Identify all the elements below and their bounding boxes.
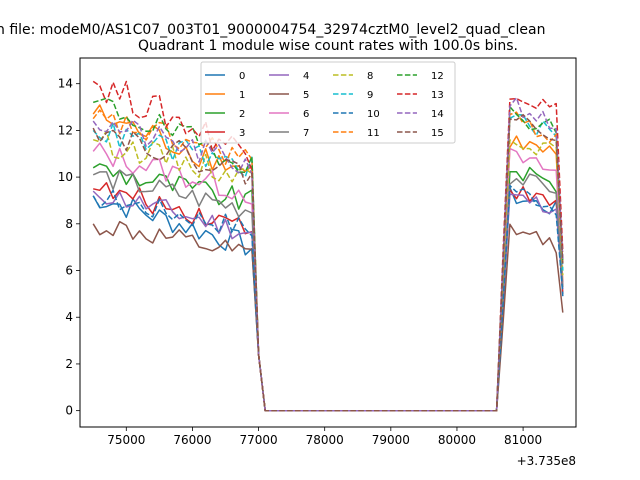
x-offset-label: +3.735e8 xyxy=(517,454,576,468)
legend-label-12: 12 xyxy=(431,71,444,82)
legend-label-10: 10 xyxy=(367,109,380,120)
y-tick-label: 14 xyxy=(58,77,73,91)
legend-label-7: 7 xyxy=(303,128,309,139)
figure-suptitle: n file: modeM0/AS1C07_003T01_9000004754_… xyxy=(0,22,545,38)
legend-label-2: 2 xyxy=(239,109,245,120)
series-line-8 xyxy=(92,130,564,412)
series-line-7 xyxy=(92,169,564,412)
legend-label-13: 13 xyxy=(431,90,444,101)
x-tick-label: 75000 xyxy=(107,433,145,447)
legend-label-3: 3 xyxy=(239,128,245,139)
y-tick-label: 10 xyxy=(58,170,73,184)
y-axis-ticks: 0 2 4 6 8 10 12 14 xyxy=(58,77,80,418)
x-tick-label: 78000 xyxy=(306,433,344,447)
legend-label-0: 0 xyxy=(239,71,245,82)
series-line-12 xyxy=(92,97,564,412)
x-tick-label: 81000 xyxy=(504,433,542,447)
plot-area: 75000 76000 77000 78000 79000 80000 81000 0 2 4 6… xyxy=(58,57,577,468)
chart-title: Quadrant 1 module wise count rates with … xyxy=(138,38,518,54)
series-line-5 xyxy=(92,220,564,412)
y-tick-label: 2 xyxy=(65,357,73,371)
axes-frame xyxy=(79,57,577,428)
y-tick-label: 6 xyxy=(65,264,73,278)
x-tick-label: 76000 xyxy=(173,433,211,447)
y-tick-label: 0 xyxy=(65,404,73,418)
y-tick-label: 8 xyxy=(65,217,73,231)
legend-label-9: 9 xyxy=(367,90,373,101)
x-tick-label: 79000 xyxy=(372,433,410,447)
legend-label-8: 8 xyxy=(367,71,373,82)
series-line-6 xyxy=(92,142,564,412)
legend-label-1: 1 xyxy=(239,90,245,101)
series-line-4 xyxy=(92,190,564,412)
series-line-13 xyxy=(92,80,564,412)
legend-label-11: 11 xyxy=(367,128,380,139)
legend-label-14: 14 xyxy=(431,109,444,120)
series-layer xyxy=(92,80,564,412)
y-tick-label: 12 xyxy=(58,123,73,137)
series-line-10 xyxy=(92,184,564,412)
series-line-0 xyxy=(92,186,564,412)
legend-frame xyxy=(200,61,456,144)
series-line-14 xyxy=(92,97,564,412)
legend-label-5: 5 xyxy=(303,90,309,101)
series-line-15 xyxy=(92,113,564,412)
y-tick-label: 4 xyxy=(65,310,73,324)
x-tick-label: 77000 xyxy=(239,433,277,447)
x-tick-label: 80000 xyxy=(438,433,476,447)
legend-label-6: 6 xyxy=(303,109,309,120)
legend-label-4: 4 xyxy=(303,71,309,82)
legend-label-15: 15 xyxy=(431,128,444,139)
x-axis-ticks: 75000 76000 77000 78000 79000 80000 81000 xyxy=(107,427,542,447)
